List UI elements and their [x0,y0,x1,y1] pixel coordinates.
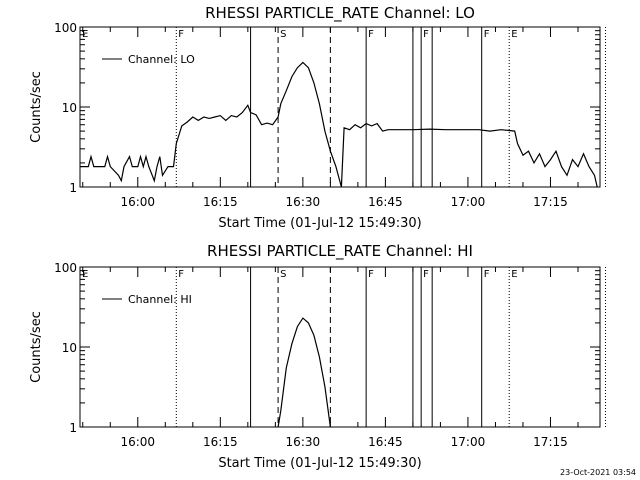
flag-label: E [511,269,517,280]
flag-label: F [484,29,490,40]
x-tick-label: 16:15 [203,435,238,449]
x-tick-label: 17:00 [451,435,486,449]
y-tick-label: 100 [54,261,77,275]
chart-panel-hi: RHESSI PARTICLE_RATE Channel: HIE F S F F F E1… [29,242,607,471]
chart-title: RHESSI PARTICLE_RATE Channel: LO [205,4,475,23]
x-tick-label: 16:00 [120,435,155,449]
y-tick-label: 1 [69,181,77,195]
series-line [80,61,598,188]
flag-label: S [280,29,286,40]
flag-label: F [423,269,429,280]
chart-title: RHESSI PARTICLE_RATE Channel: HI [207,242,473,261]
plot-frame [79,266,601,428]
x-tick-label: 17:15 [533,435,568,449]
flag-label: E [511,29,517,40]
flag-label: S [280,269,286,280]
legend-label: Channel: HI [128,293,192,306]
flag-label: F [178,269,184,280]
flag-label: E [82,29,88,40]
y-axis-label: Counts/sec [29,71,44,143]
series-line [277,317,331,428]
x-tick-label: 17:00 [451,195,486,209]
flag-label: F [178,29,184,40]
x-axis-label: Start Time (01-Jul-12 15:49:30) [218,456,421,471]
x-tick-label: 17:15 [533,195,568,209]
x-tick-label: 16:45 [368,195,403,209]
y-tick-label: 1 [69,421,77,435]
x-tick-label: 16:00 [120,195,155,209]
y-tick-label: 10 [62,341,77,355]
x-tick-label: 16:30 [286,435,321,449]
x-tick-label: 16:30 [286,195,321,209]
chart-panel-lo: RHESSI PARTICLE_RATE Channel: LOE F S F F F E1… [29,4,607,231]
flag-label: F [368,29,374,40]
x-axis-label: Start Time (01-Jul-12 15:49:30) [218,216,421,231]
y-tick-label: 100 [54,21,77,35]
y-tick-label: 10 [62,101,77,115]
x-tick-label: 16:45 [368,435,403,449]
x-tick-label: 16:15 [203,195,238,209]
flag-label: E [82,269,88,280]
flag-label: F [484,269,490,280]
y-axis-label: Counts/sec [29,311,44,383]
flag-label: F [423,29,429,40]
footer-timestamp: 23-Oct-2021 03:54 [560,468,636,477]
flag-label: F [368,269,374,280]
legend-label: Channel: LO [128,53,195,66]
